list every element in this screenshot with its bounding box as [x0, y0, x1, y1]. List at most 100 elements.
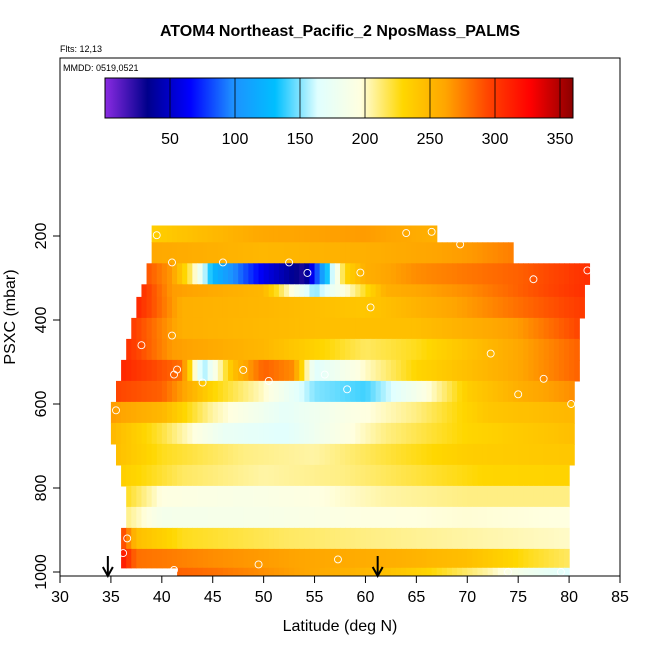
heatmap-cell — [558, 548, 565, 569]
heatmap-cell — [151, 359, 158, 382]
heatmap-cell — [477, 359, 484, 382]
heatmap-cell — [487, 263, 494, 285]
heatmap-cell — [273, 527, 280, 550]
heatmap-cell — [548, 548, 555, 569]
heatmap-cell — [441, 506, 448, 529]
latitude-arrows — [101, 556, 384, 579]
heatmap-cell — [197, 506, 204, 529]
heatmap-cell — [187, 359, 193, 382]
flight-point — [264, 376, 273, 385]
heatmap-cell — [523, 485, 529, 508]
heatmap-cell — [487, 527, 494, 550]
heatmap-cell — [528, 506, 535, 529]
heatmap-cell — [457, 401, 463, 424]
heatmap-cell — [324, 359, 331, 382]
heatmap-cell — [396, 485, 402, 508]
heatmap-cell — [177, 464, 183, 487]
flight-point — [119, 549, 128, 558]
heatmap-cell — [192, 263, 199, 285]
heatmap-cell — [131, 443, 137, 466]
heatmap-cell — [268, 485, 275, 508]
heatmap-cell — [172, 338, 178, 361]
heatmap-cell — [228, 338, 234, 361]
heatmap-cell — [411, 401, 417, 424]
heatmap-cell — [217, 263, 224, 285]
heatmap-cell — [197, 359, 204, 382]
heatmap-cell — [390, 359, 397, 382]
flight-point — [170, 370, 178, 379]
heatmap-cell — [156, 485, 163, 508]
heatmap-cell — [177, 443, 183, 466]
heatmap-cell — [324, 338, 331, 361]
heatmap-cell — [294, 506, 300, 529]
heatmap-cell — [548, 485, 555, 508]
heatmap-cell — [263, 527, 270, 550]
heatmap-cell — [146, 485, 153, 508]
heatmap-cell — [207, 284, 214, 298]
heatmap-cell — [222, 485, 229, 508]
heatmap-cell — [329, 284, 336, 298]
heatmap-cell — [319, 359, 326, 382]
heatmap-cell — [350, 527, 356, 550]
heatmap-cell — [375, 296, 382, 319]
heatmap-cell — [457, 443, 463, 466]
heatmap-cell — [426, 359, 433, 382]
heatmap-cell — [187, 317, 193, 340]
heatmap-cell — [319, 485, 326, 508]
heatmap-cell — [299, 225, 305, 243]
heatmap-cell — [513, 506, 519, 529]
heatmap-cell — [426, 242, 433, 264]
heatmap-cell — [355, 338, 361, 361]
heatmap-cell — [406, 401, 412, 424]
heatmap-cell — [390, 485, 397, 508]
heatmap-cell — [543, 380, 550, 403]
heatmap-cell — [192, 296, 199, 319]
heatmap-cell — [508, 548, 514, 569]
heatmap-cell — [365, 548, 372, 569]
heatmap-cell — [396, 401, 402, 424]
heatmap-cell — [513, 567, 519, 576]
heatmap-cell — [477, 380, 484, 403]
heatmap-cell — [487, 548, 494, 569]
heatmap-cell — [299, 506, 305, 529]
heatmap-cell — [248, 284, 255, 298]
heatmap-cell — [136, 443, 143, 466]
heatmap-cell — [156, 443, 163, 466]
heatmap-cell — [508, 443, 514, 466]
heatmap-cell — [411, 242, 417, 264]
heatmap-cell — [477, 338, 484, 361]
heatmap-cell — [324, 567, 331, 576]
heatmap-cell — [156, 506, 163, 529]
heatmap-cell — [319, 263, 326, 285]
heatmap-cell — [558, 359, 565, 382]
heatmap-cell — [345, 225, 351, 243]
heatmap-cell — [472, 263, 479, 285]
heatmap-cell — [268, 296, 275, 319]
heatmap-cell — [146, 284, 153, 298]
heatmap-cell — [553, 422, 560, 445]
heatmap-cell — [304, 380, 311, 403]
heatmap-cell — [202, 380, 209, 403]
heatmap-cell — [355, 284, 361, 298]
heatmap-cell — [121, 401, 127, 424]
heatmap-cell — [243, 401, 249, 424]
heatmap-cell — [452, 548, 458, 569]
heatmap-cell — [467, 464, 473, 487]
heatmap-cell — [345, 464, 351, 487]
heatmap-cell — [406, 506, 412, 529]
heatmap-cell — [467, 527, 473, 550]
heatmap-cell — [375, 443, 382, 466]
heatmap-cell — [329, 527, 336, 550]
heatmap-cell — [233, 225, 239, 243]
heatmap-cell — [462, 380, 468, 403]
heatmap-cell — [324, 527, 331, 550]
heatmap-cell — [222, 443, 229, 466]
heatmap-cell — [574, 284, 580, 298]
heatmap-cell — [548, 284, 555, 298]
heatmap-cell — [309, 443, 316, 466]
heatmap-cell — [533, 296, 540, 319]
heatmap-cell — [314, 527, 321, 550]
heatmap-cell — [212, 401, 219, 424]
heatmap-cell — [406, 567, 412, 576]
heatmap-layer — [126, 338, 580, 361]
